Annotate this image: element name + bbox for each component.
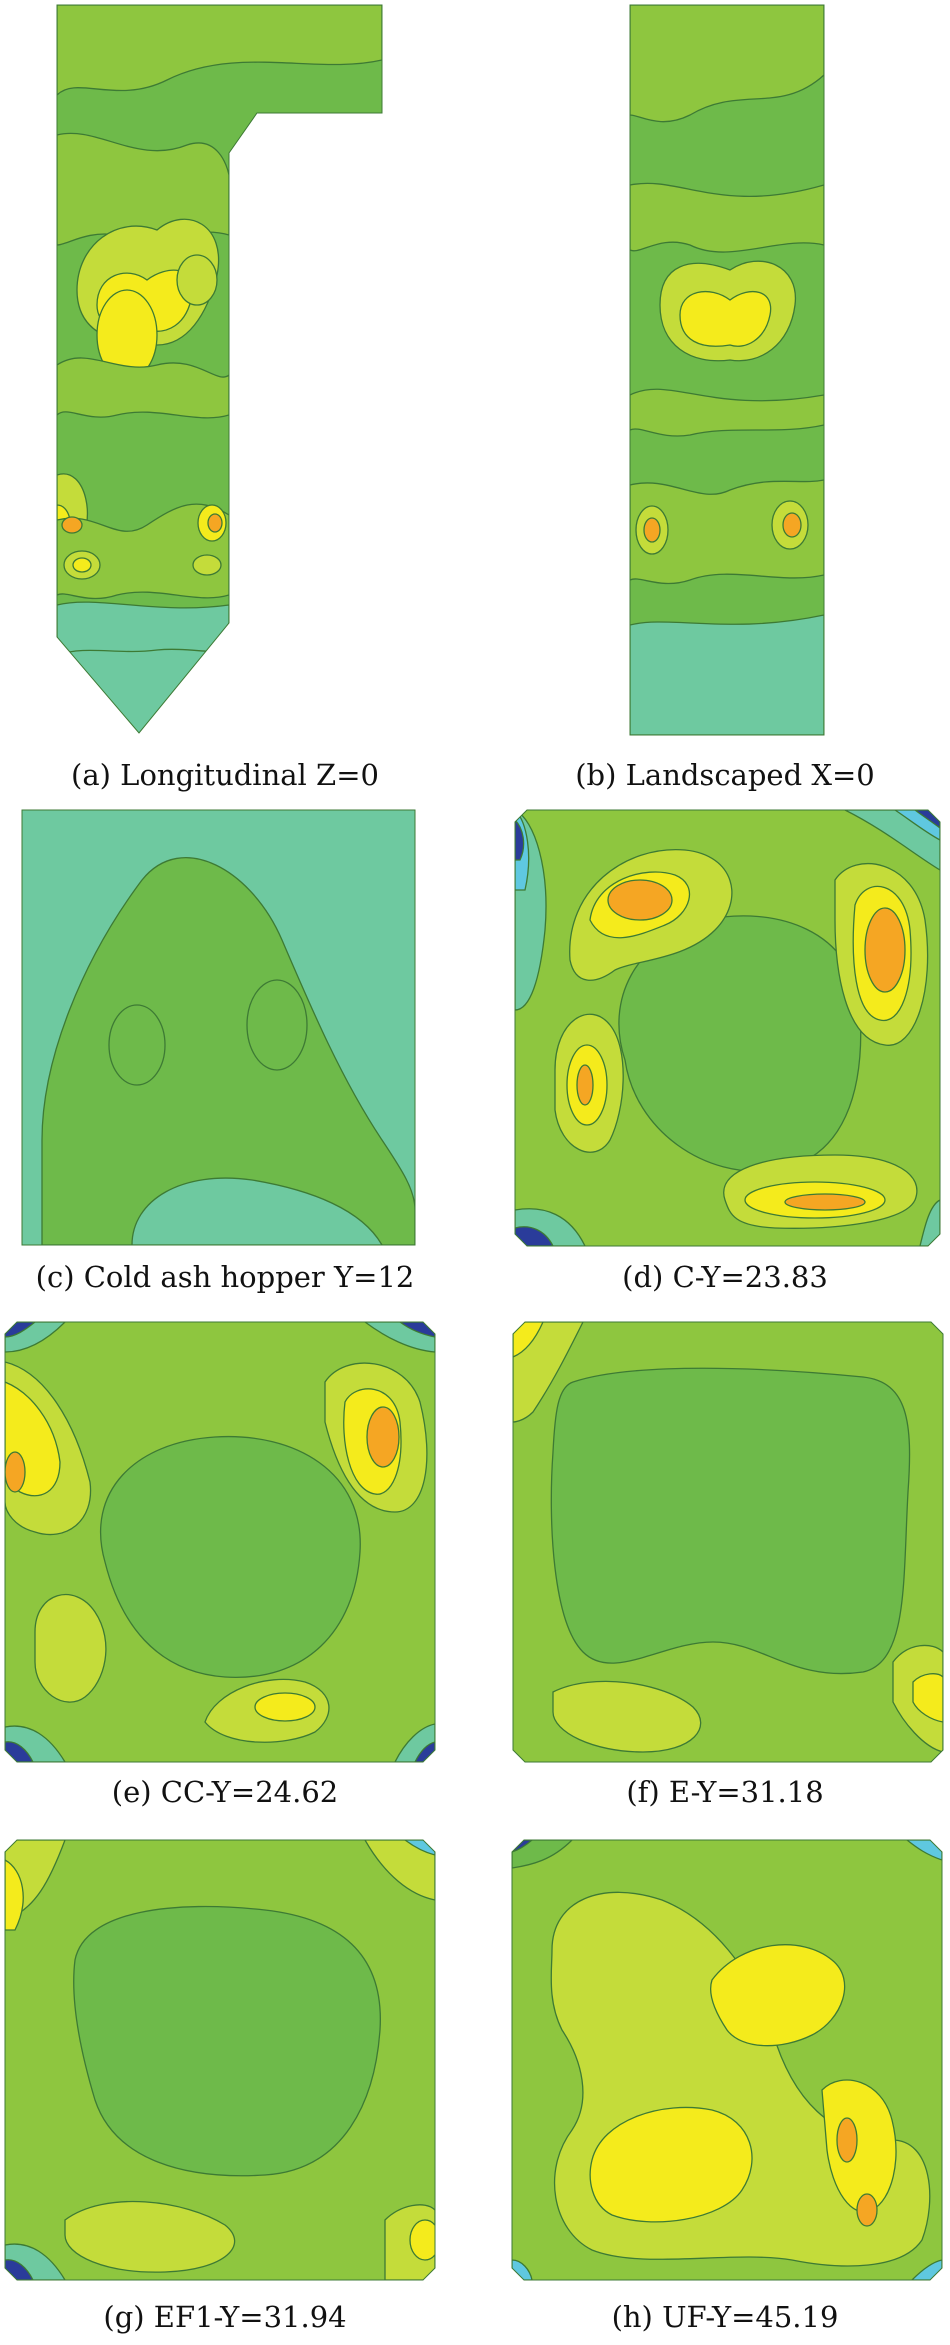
contour-plot-d <box>514 809 941 1247</box>
contour-plot-a <box>56 4 383 734</box>
caption-b: (b) Landscaped X=0 <box>575 758 875 792</box>
contour-plot-b <box>629 4 825 736</box>
panel-h <box>511 1839 943 2281</box>
caption-a: (a) Longitudinal Z=0 <box>71 758 379 792</box>
caption-f: (f) E-Y=31.18 <box>626 1775 824 1809</box>
panel-a <box>56 4 392 735</box>
caption-c: (c) Cold ash hopper Y=12 <box>35 1260 415 1294</box>
caption-h: (h) UF-Y=45.19 <box>611 2300 839 2334</box>
contour-plot-c <box>21 809 416 1246</box>
panel-d <box>514 809 941 1247</box>
contour-plot-f <box>512 1321 944 1763</box>
panel-b <box>629 4 825 736</box>
contour-plot-h <box>511 1839 943 2281</box>
panel-f <box>512 1321 944 1763</box>
panel-g <box>4 1839 436 2281</box>
caption-d: (d) C-Y=23.83 <box>622 1260 828 1294</box>
panel-e <box>4 1321 436 1763</box>
caption-g: (g) EF1-Y=31.94 <box>103 2300 347 2334</box>
contour-plot-e <box>4 1321 436 1763</box>
caption-e: (e) CC-Y=24.62 <box>111 1775 339 1809</box>
contour-plot-g <box>4 1839 436 2281</box>
panel-c <box>21 809 416 1246</box>
